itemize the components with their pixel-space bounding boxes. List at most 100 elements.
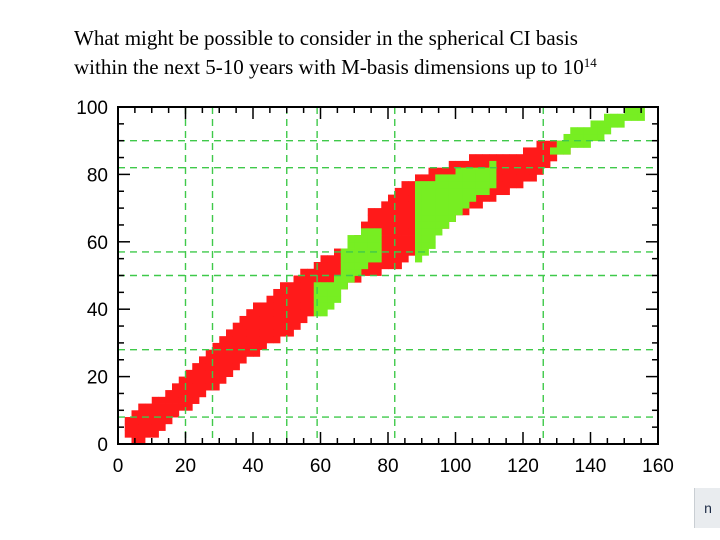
heatmap-cell xyxy=(502,181,510,189)
heatmap-cell xyxy=(374,255,382,263)
heatmap-cell xyxy=(158,417,166,425)
heatmap-cell xyxy=(374,262,382,270)
heatmap-cell xyxy=(185,403,193,411)
heatmap-cell xyxy=(199,363,207,371)
heatmap-cell xyxy=(482,167,490,175)
heatmap-cell xyxy=(347,241,355,249)
heatmap-cell xyxy=(185,376,193,384)
heatmap-cell xyxy=(597,127,605,135)
heatmap-cell xyxy=(253,349,261,357)
heatmap-cell xyxy=(421,194,429,202)
heatmap-cell xyxy=(509,167,517,175)
heatmap-cell xyxy=(239,336,247,344)
heatmap-cell xyxy=(199,376,207,384)
heatmap-cell xyxy=(286,315,294,324)
heatmap-cell xyxy=(192,396,200,404)
heatmap-cell xyxy=(259,315,267,324)
heatmap-cell xyxy=(421,235,429,243)
heatmap-cell xyxy=(232,363,240,371)
heatmap-cell xyxy=(340,262,348,270)
heatmap-cell xyxy=(388,262,396,270)
heatmap-cell xyxy=(421,201,429,209)
heatmap-cell xyxy=(253,309,261,317)
heatmap-cell xyxy=(394,262,402,270)
heatmap-cell xyxy=(199,369,207,377)
heatmap-cell xyxy=(428,228,436,236)
heatmap-cell xyxy=(151,423,159,431)
heatmap-cell xyxy=(543,140,551,148)
heatmap-cell xyxy=(320,295,328,303)
heatmap-cell xyxy=(327,288,335,297)
heatmap-cell xyxy=(158,396,166,404)
heatmap-cell xyxy=(482,160,490,169)
heatmap-cell xyxy=(435,181,443,189)
heatmap-cell xyxy=(178,383,186,391)
heatmap-cell xyxy=(124,417,132,425)
heatmap-cell xyxy=(509,160,517,169)
heatmap-cell xyxy=(563,140,571,148)
heatmap-cell xyxy=(239,356,247,364)
heatmap-cell xyxy=(631,107,639,115)
heatmap-cell xyxy=(145,430,153,438)
heatmap-cell xyxy=(138,410,146,418)
heatmap-cell xyxy=(172,410,180,418)
heatmap-cell xyxy=(151,403,159,411)
heatmap-cell xyxy=(300,282,308,290)
heatmap-cell xyxy=(320,309,328,317)
heatmap-cell xyxy=(462,160,470,169)
heatmap-cell xyxy=(624,113,632,121)
heatmap-cell xyxy=(158,403,166,411)
y-tick-label: 0 xyxy=(97,435,108,456)
heatmap-cell xyxy=(320,302,328,310)
heatmap-cell xyxy=(347,255,355,263)
heatmap-cell xyxy=(280,322,288,330)
heatmap-cell xyxy=(516,167,524,175)
heatmap-cell xyxy=(293,309,301,317)
heatmap-cell xyxy=(462,174,470,182)
heatmap-cell xyxy=(489,181,497,189)
heatmap-cell xyxy=(428,181,436,189)
heatmap-cell xyxy=(448,187,456,196)
heatmap-cell xyxy=(354,248,362,256)
heatmap-cell xyxy=(516,174,524,182)
heatmap-cell xyxy=(415,194,423,202)
heatmap-cell xyxy=(226,369,234,377)
heatmap-cell xyxy=(475,181,483,189)
heatmap-cell xyxy=(138,403,146,411)
heatmap-cell xyxy=(428,174,436,182)
heatmap-cell xyxy=(138,430,146,438)
heatmap-cell xyxy=(320,255,328,263)
heatmap-cell xyxy=(536,167,544,175)
heatmap-cell xyxy=(334,295,342,303)
heatmap-cell xyxy=(421,174,429,182)
heatmap-cell xyxy=(536,154,544,162)
heatmap-cell xyxy=(381,228,389,236)
heatmap-cell xyxy=(239,349,247,357)
heatmap-cell xyxy=(232,342,240,351)
heatmap-cell xyxy=(334,262,342,270)
heatmap-cell xyxy=(469,187,477,196)
heatmap-cell xyxy=(394,194,402,202)
heatmap-cell xyxy=(165,403,173,411)
heatmap-cell xyxy=(165,410,173,418)
heatmap-cell xyxy=(428,167,436,175)
gridlines xyxy=(118,107,658,444)
heatmap-cell xyxy=(151,417,159,425)
heatmap-cell xyxy=(340,248,348,256)
axis-ticks xyxy=(117,106,659,445)
heatmap-cell xyxy=(361,241,369,249)
heatmap-cell xyxy=(219,342,227,351)
heatmap-cell xyxy=(273,295,281,303)
heatmap-cell xyxy=(219,336,227,344)
heatmap-cell xyxy=(286,309,294,317)
title-line-1: What might be possible to consider in th… xyxy=(74,26,578,50)
heatmap-cell xyxy=(165,390,173,398)
heatmap-cell xyxy=(259,322,267,330)
heatmap-cell xyxy=(496,174,504,182)
heatmap-cell xyxy=(212,363,220,371)
heatmap-cell xyxy=(253,329,261,337)
heatmap-cell xyxy=(421,181,429,189)
heatmap-cell xyxy=(199,383,207,391)
heatmap-cell xyxy=(313,302,321,310)
heatmap-cell xyxy=(489,174,497,182)
